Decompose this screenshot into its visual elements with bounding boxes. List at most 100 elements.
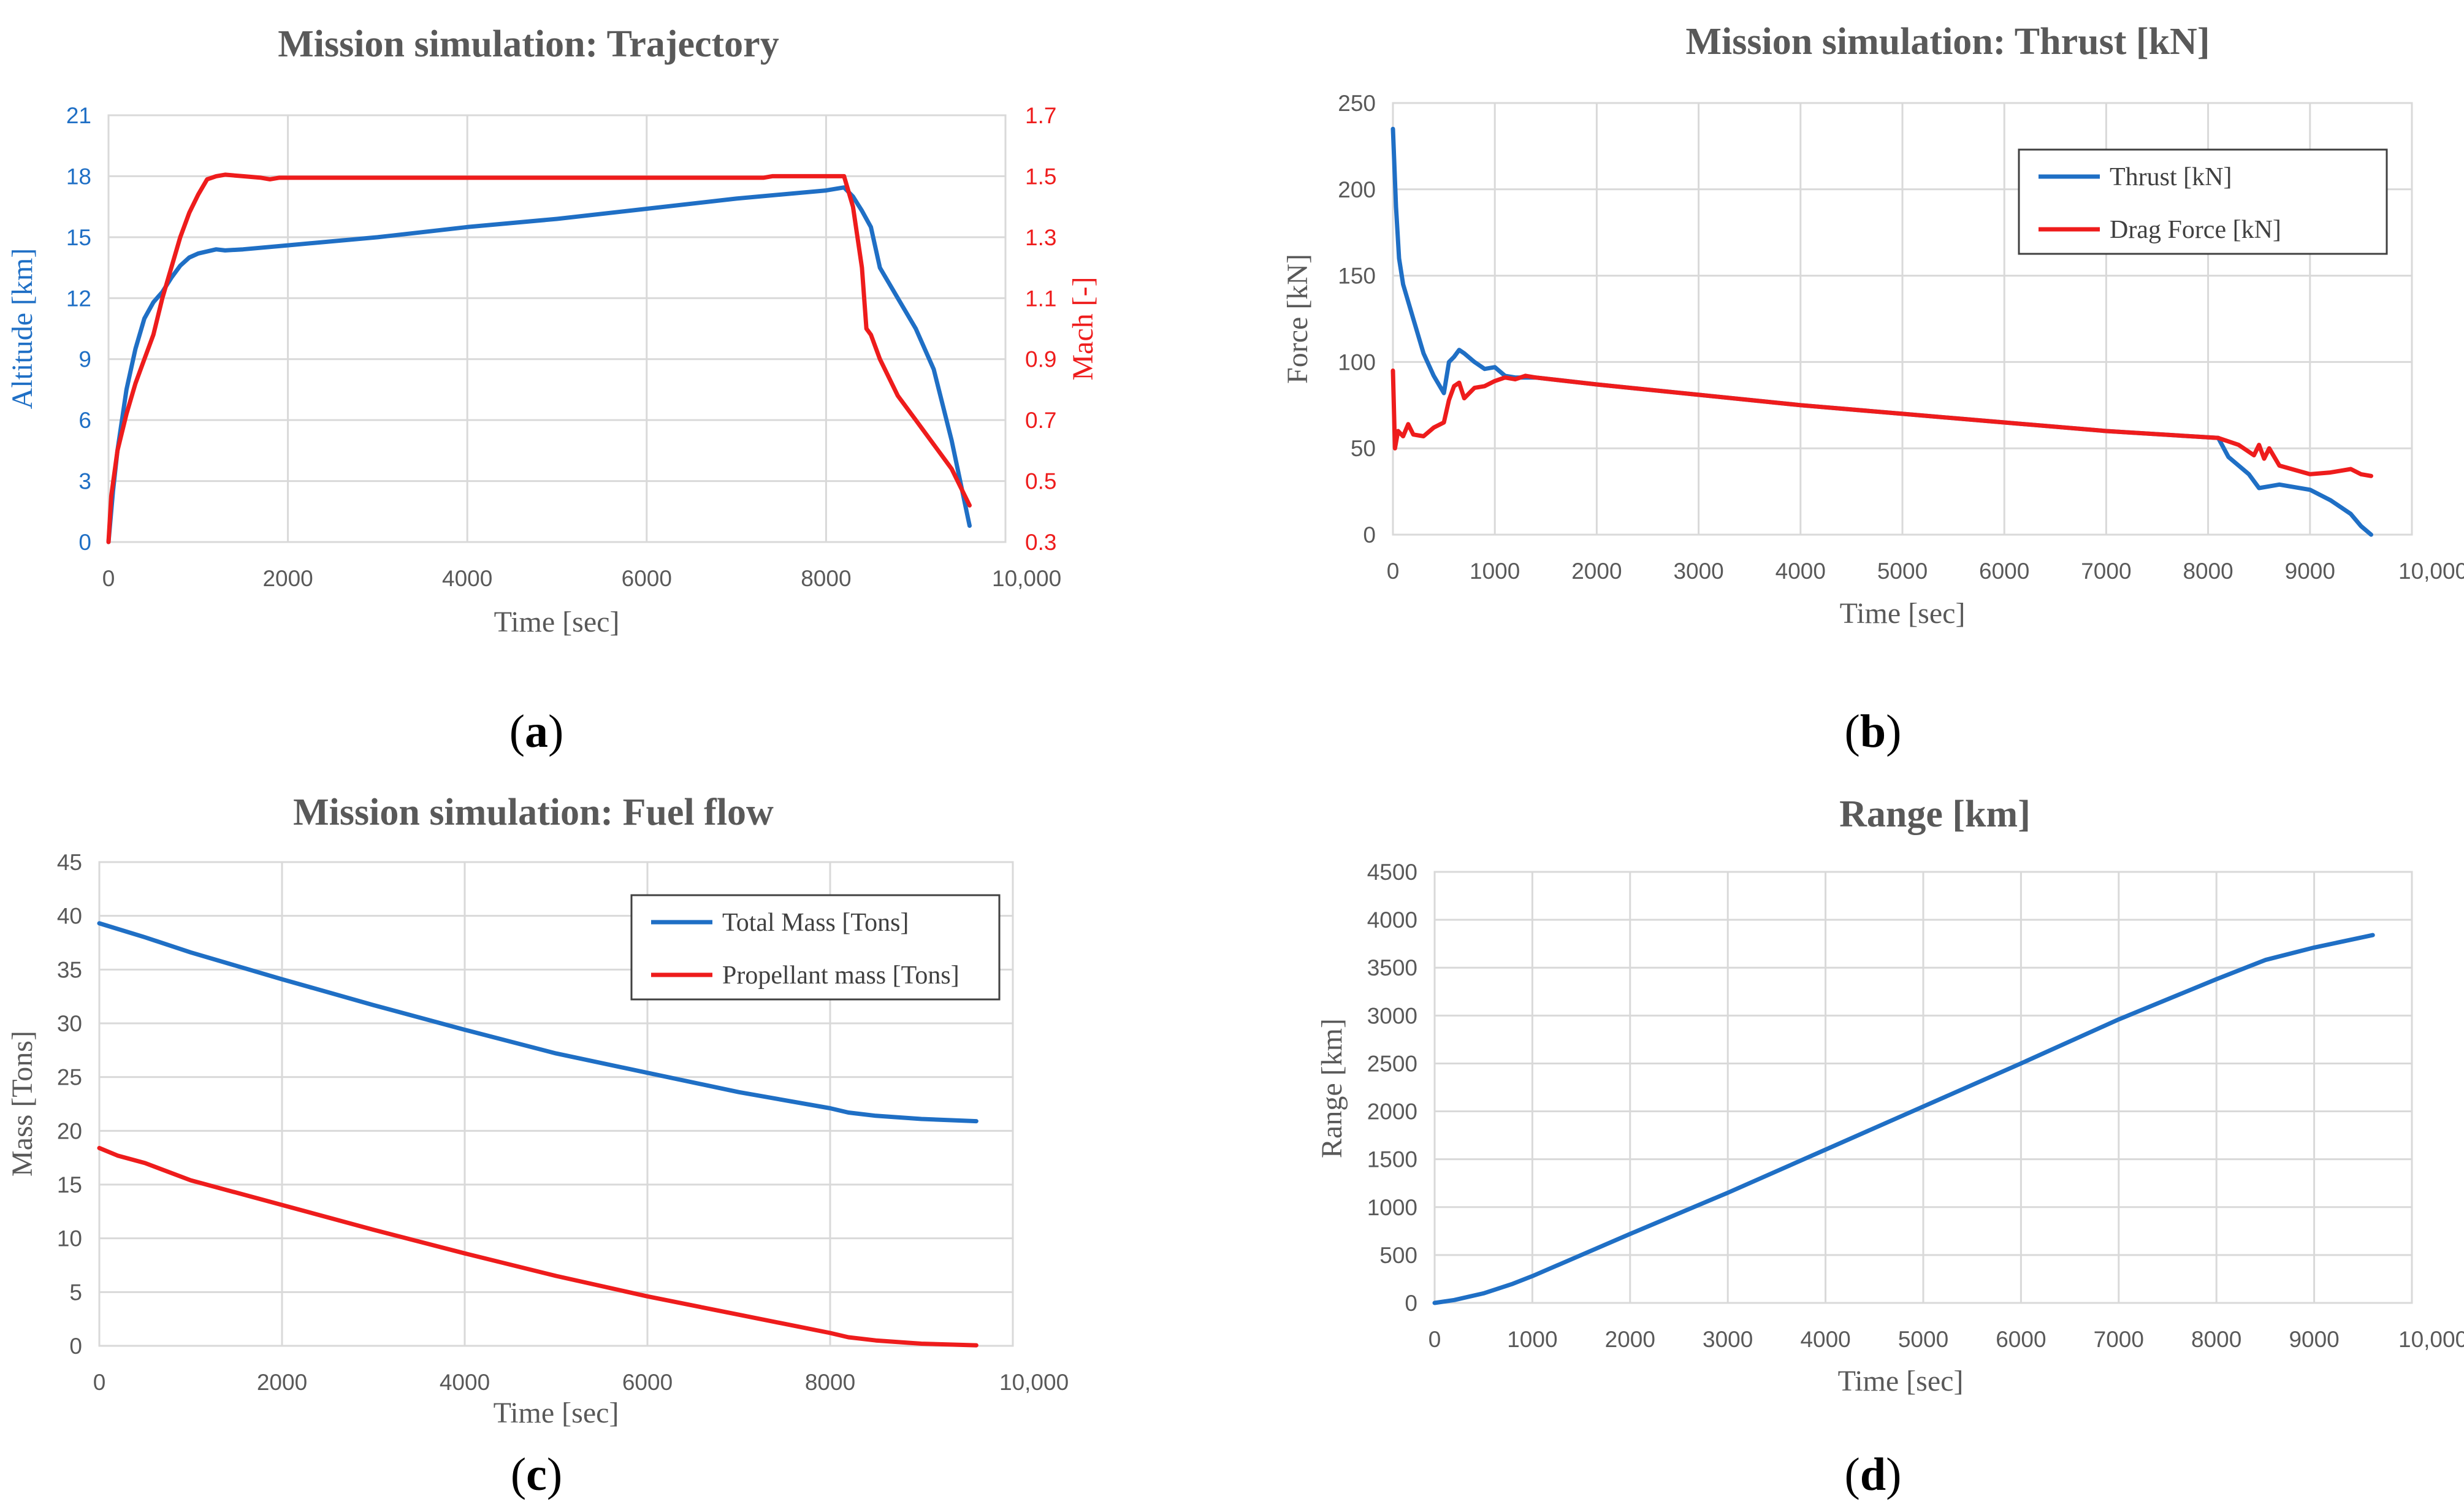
y-tick-label: 4000: [1367, 907, 1417, 933]
y-tick-label: 25: [57, 1065, 82, 1090]
x-tick-label: 7000: [2094, 1327, 2144, 1352]
y-tick-label: 18: [66, 164, 91, 189]
series-line-2: [106, 172, 972, 544]
chart-d: Range [km] 0 500 1000 1500 2000 2500 3000 3500 40…: [1316, 793, 2464, 1500]
y-tick-label: 3000: [1367, 1003, 1417, 1028]
panel-caption: (d): [1845, 1449, 1902, 1500]
legend-label: Propellant mass [Tons]: [722, 961, 959, 990]
y-tick-label: 45: [57, 850, 82, 875]
x-tick-label: 10,000: [2398, 559, 2464, 584]
x-tick-label: 8000: [805, 1370, 855, 1395]
y-tick-label: 0: [1405, 1291, 1417, 1316]
x-tick-label: 1000: [1470, 559, 1520, 584]
y-axis-label: Altitude [km]: [6, 248, 39, 410]
chart-title: Range [km]: [1839, 793, 2031, 835]
x-tick-label: 2000: [1605, 1327, 1655, 1352]
y2-tick-label: 1.3: [1025, 225, 1056, 250]
y-axis-label: Mass [Tons]: [6, 1031, 39, 1177]
y-axis-label: Force [kN]: [1281, 254, 1314, 384]
y-tick-label: 200: [1338, 177, 1376, 202]
x-tick-label: 10,000: [2398, 1327, 2464, 1352]
x-tick-label: 6000: [622, 1370, 673, 1395]
y2-tick-label: 1.5: [1025, 164, 1056, 189]
y-tick-label: 10: [57, 1226, 82, 1251]
panel-caption: (a): [509, 706, 564, 757]
x-axis-label: Time [sec]: [1838, 1365, 1964, 1397]
y-tick-label: 12: [66, 286, 91, 311]
x-tick-label: 6000: [1996, 1327, 2046, 1352]
x-tick-label: 8000: [2191, 1327, 2241, 1352]
x-tick-label: 3000: [1703, 1327, 1753, 1352]
x-tick-label: 0: [1428, 1327, 1441, 1352]
y-tick-label: 250: [1338, 91, 1376, 116]
series-line-1: [97, 921, 978, 1124]
x-tick-label: 8000: [801, 566, 851, 591]
y-tick-label: 9: [78, 347, 91, 372]
legend-box: [2018, 148, 2388, 255]
y-axis-label: Range [km]: [1316, 1018, 1348, 1158]
series-line-2: [97, 1145, 978, 1348]
x-tick-label: 5000: [1877, 559, 1928, 584]
x-tick-label: 9000: [2289, 1327, 2339, 1352]
x-tick-label: 0: [93, 1370, 106, 1395]
x-tick-label: 0: [102, 566, 115, 591]
y-tick-label: 21: [66, 103, 91, 128]
y-tick-label: 20: [57, 1118, 82, 1144]
series-line-2: [1390, 368, 2373, 478]
chart-a: Mission simulation: Trajectory 0 3 6 9 12 15 18…: [6, 23, 1099, 757]
x-tick-label: 2000: [262, 566, 313, 591]
plot-area: [1433, 871, 2413, 1304]
x-tick-label: 4000: [1800, 1327, 1850, 1352]
y-tick-label: 15: [66, 225, 91, 250]
x-tick-label: 4000: [440, 1370, 490, 1395]
x-tick-label: 9000: [2285, 559, 2335, 584]
legend-label: Total Mass [Tons]: [722, 909, 909, 937]
y-tick-label: 40: [57, 904, 82, 929]
y-tick-label: 500: [1379, 1243, 1417, 1268]
y2-tick-label: 0.3: [1025, 530, 1056, 555]
y-tick-label: 1000: [1367, 1195, 1417, 1220]
x-tick-label: 4000: [442, 566, 492, 591]
y2-axis-label: Mach [-]: [1067, 277, 1099, 380]
panel-caption: (b): [1845, 706, 1902, 757]
legend-label: Drag Force [kN]: [2110, 216, 2281, 244]
x-tick-label: 4000: [1776, 559, 1826, 584]
x-tick-label: 7000: [2081, 559, 2131, 584]
y-tick-label: 0: [1363, 522, 1376, 548]
x-tick-label: 2000: [257, 1370, 307, 1395]
x-tick-label: 10,000: [992, 566, 1061, 591]
chart-b: Mission simulation: Thrust [kN] 0 50 100 150…: [1281, 21, 2464, 757]
y-tick-label: 3: [78, 469, 91, 494]
y-tick-label: 3500: [1367, 955, 1417, 980]
y-tick-label: 50: [1351, 436, 1376, 461]
y2-tick-label: 0.7: [1025, 408, 1056, 433]
plot-area: [107, 114, 1007, 543]
chart-title: Mission simulation: Thrust [kN]: [1686, 21, 2210, 63]
y-tick-label: 15: [57, 1172, 82, 1197]
x-tick-label: 1000: [1507, 1327, 1557, 1352]
x-tick-label: 3000: [1673, 559, 1723, 584]
y-tick-label: 35: [57, 957, 82, 982]
y2-tick-label: 0.5: [1025, 469, 1056, 494]
legend: Total Mass [Tons] Propellant mass [Tons]: [630, 894, 1001, 1001]
y-tick-label: 4500: [1367, 860, 1417, 885]
x-tick-label: 8000: [2183, 559, 2233, 584]
y2-tick-label: 1.1: [1025, 286, 1056, 311]
y-tick-label: 2000: [1367, 1099, 1417, 1124]
chart-title: Mission simulation: Fuel flow: [293, 792, 774, 833]
chart-c: Mission simulation: Fuel flow 0 5 10 15 20 25 3…: [6, 792, 1069, 1500]
y-tick-label: 6: [78, 408, 91, 433]
x-tick-label: 0: [1387, 559, 1400, 584]
legend-label: Thrust [kN]: [2110, 163, 2232, 191]
plot-area: [1392, 102, 2413, 536]
x-tick-label: 5000: [1898, 1327, 1948, 1352]
y-tick-label: 0: [78, 530, 91, 555]
panel-caption: (c): [511, 1449, 562, 1500]
y-tick-label: 2500: [1367, 1051, 1417, 1076]
legend-box: [630, 894, 1001, 1001]
x-tick-label: 6000: [622, 566, 672, 591]
y-tick-label: 150: [1338, 264, 1376, 289]
chart-title: Mission simulation: Trajectory: [278, 23, 779, 65]
x-tick-label: 10,000: [999, 1370, 1069, 1395]
